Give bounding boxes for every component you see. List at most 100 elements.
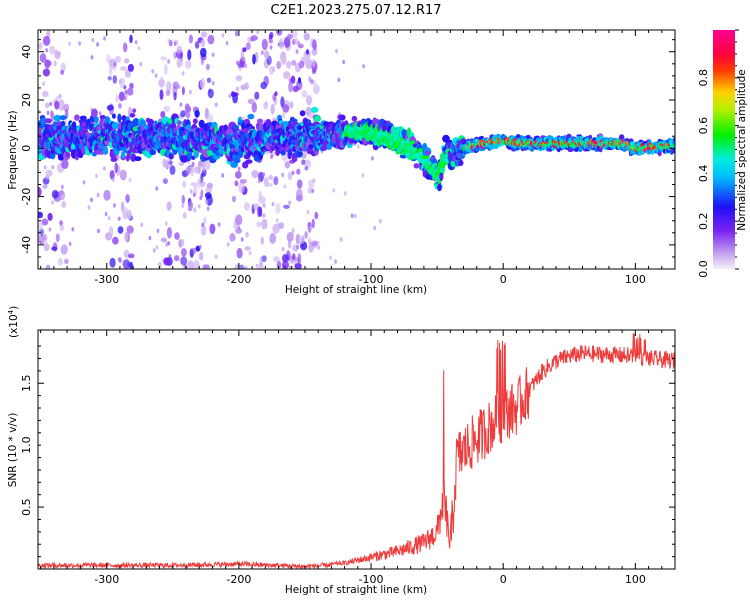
snr-panel: -300 -200 -100 0 100 0.5 1.0 1.5 Height of stra… — [7, 306, 676, 596]
x-tick-label: 0 — [500, 273, 507, 286]
spectrogram-cell — [117, 226, 124, 234]
spectrogram-cell — [38, 231, 42, 242]
spectrogram-cell — [257, 118, 263, 124]
spectrogram-cell — [127, 253, 135, 259]
spectrogram-cell — [60, 120, 66, 128]
spectrogram-cell — [173, 41, 177, 46]
spectrogram-cell — [206, 182, 213, 189]
spectrogram-cell — [268, 39, 274, 44]
spectrogram-cell — [250, 35, 258, 41]
spectrogram-cell — [332, 188, 336, 193]
spectrogram-cell — [160, 56, 168, 61]
spectrogram-cell — [341, 30, 345, 33]
spectrogram-cell — [128, 177, 132, 183]
spectrogram-cell — [276, 61, 282, 70]
spectrogram-cell — [312, 84, 320, 95]
spectrogram-cell — [211, 52, 215, 57]
spectrogram-cell — [45, 48, 48, 53]
spectrogram-cell — [261, 38, 268, 51]
spectrogram-cell — [307, 187, 313, 194]
spectrogram-cell — [234, 30, 239, 37]
spectrogram-cell — [280, 53, 287, 65]
spectrogram-cell — [45, 169, 53, 177]
spectrogram-cell — [58, 99, 65, 111]
spectrogram-cell — [43, 165, 47, 170]
spectrogram-cell — [237, 225, 241, 231]
spectrogram-cell — [61, 184, 64, 190]
spectrogram-cell — [314, 211, 319, 220]
spectrogram-cell — [256, 30, 260, 35]
spectrogram-cell — [280, 96, 285, 108]
spectrogram-cell — [127, 63, 134, 72]
spectrogram-cell — [214, 102, 218, 108]
spectrogram-cell — [165, 89, 171, 97]
spectrogram-cell — [50, 110, 54, 119]
spectrogram-cell — [197, 163, 202, 175]
spectrogram-cell — [257, 206, 261, 218]
spectrogram-cell — [55, 233, 60, 243]
spectrogram-cell — [176, 45, 183, 54]
spectrogram-cell — [303, 159, 312, 169]
spectrogram-cell — [123, 95, 126, 101]
spectrogram-cell — [200, 189, 204, 198]
spectrogram-cell — [274, 91, 278, 97]
spectrogram-cell — [295, 49, 299, 54]
spectrogram-cell — [526, 134, 531, 139]
spectrogram-cell — [297, 77, 302, 84]
spectrogram-cell — [190, 182, 198, 187]
spectrogram-cell — [90, 197, 93, 203]
spectrogram-cell — [205, 63, 210, 71]
spectrogram-cell — [58, 93, 62, 99]
spectrogram-cell — [45, 102, 50, 109]
spectrogram-cell — [42, 35, 51, 46]
spectrogram-cell — [191, 247, 197, 254]
spectrogram-cell — [167, 38, 171, 43]
spectrogram-cell — [304, 231, 308, 239]
spectrogram-cell — [123, 42, 128, 53]
spectrogram-cell — [296, 179, 303, 189]
spectrogram-cell — [148, 236, 152, 241]
spectrogram-cell — [39, 53, 47, 63]
spectrogram-cell — [302, 159, 306, 165]
spectrogram-cell — [118, 102, 122, 109]
spectrogram-cell — [185, 111, 191, 119]
spectrogram-cell — [95, 173, 98, 179]
spectrogram-cell — [207, 88, 214, 99]
spectrogram-cell — [287, 33, 293, 40]
snr-x-label: Height of straight line (km) — [285, 584, 427, 596]
spectrogram-cell — [232, 93, 239, 104]
spectrogram-cell — [201, 222, 205, 227]
spectrogram-cell — [264, 50, 270, 59]
spectrogram-cell — [168, 254, 172, 259]
spectrogram-cell — [121, 115, 127, 122]
spectrogram-cell — [437, 183, 442, 192]
spectrogram-cell — [132, 108, 137, 113]
spectrogram-cell — [187, 206, 191, 211]
spectrogram-cell — [228, 93, 232, 99]
spectrogram-cell — [106, 104, 114, 111]
spectrogram-cell — [199, 251, 204, 261]
spectrogram-cell — [236, 60, 239, 66]
spectrogram-cell — [54, 49, 58, 56]
spectrogram-cell — [225, 40, 229, 46]
spectrogram-cell — [156, 228, 160, 233]
colorbar-tick-label: 0.6 — [697, 117, 710, 135]
spectrogram-cell — [304, 166, 309, 171]
spectrogram-cell — [190, 202, 194, 208]
spectrogram-cell — [439, 167, 445, 173]
spectrogram-cell — [276, 261, 282, 269]
spectrogram-cell — [284, 161, 291, 169]
spectrogram-cell — [284, 104, 289, 110]
y-tick-label: -20 — [20, 188, 33, 206]
spectrogram-cell — [194, 110, 200, 118]
spectrogram-cell — [334, 259, 337, 264]
spectrogram-y-label: Frequency (Hz) — [7, 110, 19, 189]
spectrogram-cell — [207, 34, 215, 45]
spectrogram-cell — [99, 150, 104, 155]
spectrogram-cell — [259, 256, 263, 268]
spectrogram-cell — [134, 156, 142, 162]
x-tick-label: -200 — [226, 273, 251, 286]
x-tick-label: -100 — [359, 573, 384, 586]
spectrogram-cell — [111, 113, 116, 119]
